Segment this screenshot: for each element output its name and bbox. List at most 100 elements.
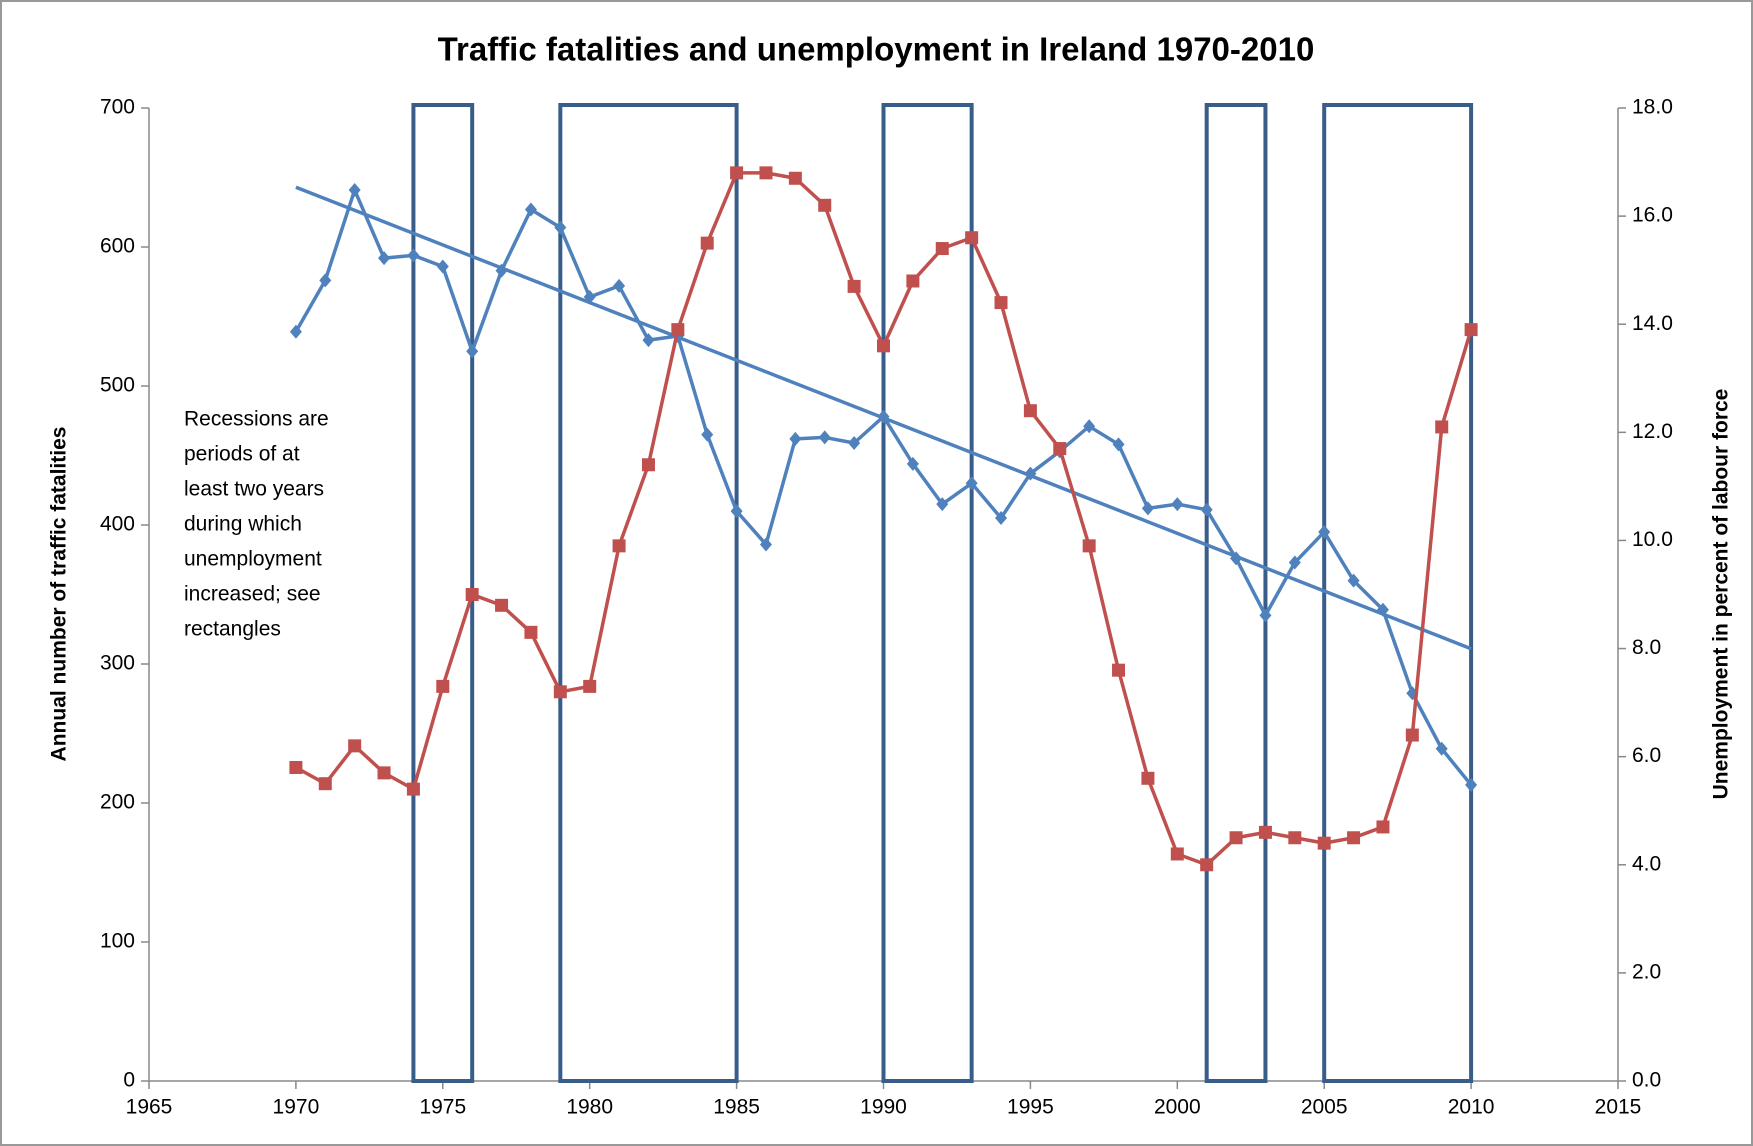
- marker: [730, 504, 743, 519]
- marker: [436, 679, 450, 693]
- marker: [1230, 551, 1243, 566]
- annotation-line: least two years: [184, 478, 324, 501]
- y2-tick-label: 6.0: [1632, 744, 1661, 767]
- marker: [583, 679, 597, 693]
- recession-rect: [1204, 103, 1268, 1083]
- marker: [1464, 323, 1478, 337]
- y2-tick-label: 8.0: [1632, 636, 1661, 659]
- recession-rect: [558, 103, 739, 1083]
- x-tick-label: 1995: [1007, 1096, 1054, 1119]
- x-tick-label: 2000: [1154, 1096, 1201, 1119]
- y-tick-label: 600: [100, 235, 135, 258]
- marker: [642, 333, 655, 348]
- marker: [378, 251, 391, 266]
- marker: [847, 279, 861, 293]
- marker: [877, 409, 890, 424]
- marker: [877, 339, 890, 353]
- marker: [1229, 831, 1243, 845]
- marker: [436, 259, 449, 274]
- x-tick-label: 1965: [126, 1096, 173, 1119]
- marker: [319, 273, 332, 288]
- marker: [612, 539, 626, 553]
- y-tick-label: 400: [100, 513, 135, 536]
- y-tick-label: 0: [123, 1069, 135, 1092]
- marker: [818, 198, 832, 212]
- marker: [788, 171, 802, 185]
- marker: [554, 220, 567, 235]
- marker: [289, 760, 303, 774]
- marker: [1053, 442, 1067, 456]
- marker: [1435, 420, 1449, 434]
- y2-tick-label: 4.0: [1632, 852, 1661, 875]
- marker: [700, 236, 714, 250]
- x-tick-label: 2015: [1595, 1096, 1642, 1119]
- marker: [524, 625, 538, 639]
- marker: [701, 427, 714, 442]
- marker: [524, 202, 537, 217]
- marker: [1317, 836, 1331, 850]
- marker: [583, 290, 596, 305]
- marker: [818, 430, 831, 445]
- y2-tick-label: 2.0: [1632, 960, 1661, 983]
- marker: [965, 231, 979, 245]
- marker: [406, 782, 420, 796]
- marker: [936, 497, 949, 512]
- marker: [348, 739, 362, 753]
- y-tick-label: 300: [100, 652, 135, 675]
- x-tick-label: 1970: [273, 1096, 320, 1119]
- annotation-line: unemployment: [184, 548, 322, 571]
- marker: [1288, 555, 1301, 570]
- x-tick-label: 1990: [860, 1096, 907, 1119]
- marker: [906, 274, 920, 288]
- y2-tick-label: 12.0: [1632, 420, 1673, 443]
- marker: [318, 777, 332, 791]
- y-tick-label: 200: [100, 791, 135, 814]
- annotation-line: Recessions are: [184, 408, 329, 431]
- marker: [1376, 820, 1390, 834]
- marker: [995, 511, 1008, 526]
- x-tick-label: 2010: [1448, 1096, 1495, 1119]
- marker: [1259, 608, 1272, 623]
- marker: [789, 431, 802, 446]
- marker: [848, 435, 861, 450]
- chart-title: Traffic fatalities and unemployment in I…: [438, 31, 1315, 68]
- marker: [759, 166, 773, 180]
- annotation-line: increased; see: [184, 583, 321, 606]
- marker: [641, 458, 655, 472]
- marker: [965, 476, 978, 491]
- recession-rect: [881, 103, 974, 1083]
- marker: [1347, 831, 1361, 845]
- y2-tick-label: 18.0: [1632, 96, 1673, 119]
- marker: [348, 183, 361, 198]
- marker: [1112, 437, 1125, 452]
- marker: [1112, 663, 1126, 677]
- x-tick-label: 1980: [566, 1096, 613, 1119]
- marker: [1171, 497, 1184, 512]
- marker: [1083, 419, 1096, 434]
- y2-tick-label: 16.0: [1632, 204, 1673, 227]
- marker: [613, 278, 626, 293]
- y-axis-label: Annual number of traffic fatalities: [48, 427, 71, 762]
- marker: [1435, 741, 1448, 756]
- marker: [906, 456, 919, 471]
- marker: [935, 242, 949, 256]
- marker: [1024, 466, 1037, 481]
- marker: [1258, 825, 1272, 839]
- recession-rect: [1322, 103, 1474, 1083]
- marker: [994, 296, 1008, 310]
- x-tick-label: 1985: [713, 1096, 760, 1119]
- marker: [1465, 777, 1478, 792]
- x-tick-label: 2005: [1301, 1096, 1348, 1119]
- marker: [465, 588, 479, 601]
- marker: [495, 263, 508, 278]
- marker: [466, 344, 479, 359]
- marker: [1082, 539, 1096, 553]
- marker: [1200, 858, 1214, 872]
- y2-tick-label: 10.0: [1632, 528, 1673, 551]
- marker: [1170, 847, 1184, 861]
- y2-tick-label: 14.0: [1632, 312, 1673, 335]
- marker: [1405, 728, 1419, 742]
- marker: [553, 685, 567, 699]
